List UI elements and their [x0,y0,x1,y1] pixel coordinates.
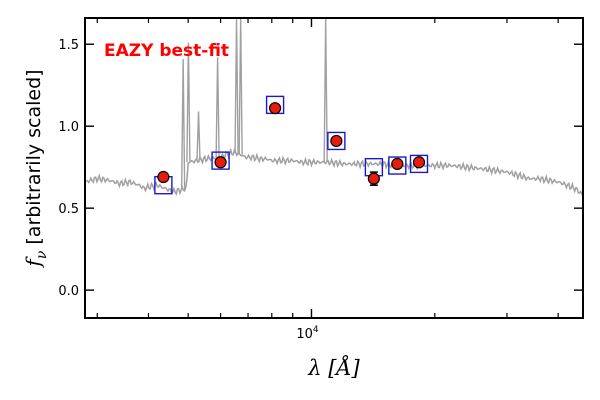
x-axis-label: λ [Å] [307,355,360,380]
data-point [157,170,170,184]
data-point [330,134,343,148]
data-point [268,102,282,115]
y-tick-label: 0.0 [58,284,79,299]
y-tick-label: 1.5 [58,38,79,53]
emission-line [180,58,186,190]
x-tick-label-base: 10 [296,327,313,342]
emission-line [196,111,201,161]
emission-line [323,18,328,163]
emission-line [238,18,243,155]
emission-line [186,42,191,163]
emission-line [234,18,239,154]
y-axis-label: fν [arbitrarily scaled] [21,69,50,268]
model-box [211,151,230,170]
model-box [409,154,429,174]
template-spectrum [85,147,583,197]
emission-line [215,57,220,158]
data-point [412,156,426,169]
model-box [388,156,407,175]
x-tick-label: 104 [296,325,319,342]
template-layer [85,18,583,197]
y-tick-label: 0.5 [58,202,79,217]
data-point [391,157,404,171]
data-point [367,172,380,185]
observed-photometry-layer [157,102,426,186]
axes-frame [84,17,584,319]
y-axis-label-text: [arbitrarily scaled] [23,69,45,250]
axes-layer: 0.0 0.5 1.0 1.5 104 [58,17,584,342]
model-photometry-layer [154,95,429,195]
x-tick-label-exponent: 4 [313,325,319,335]
y-axis-label-subscript: ν [34,250,50,259]
y-tick-label: 1.0 [58,120,79,135]
annotation-label: EAZY best-fit [104,41,229,61]
model-box [327,131,346,151]
data-point [214,156,227,169]
